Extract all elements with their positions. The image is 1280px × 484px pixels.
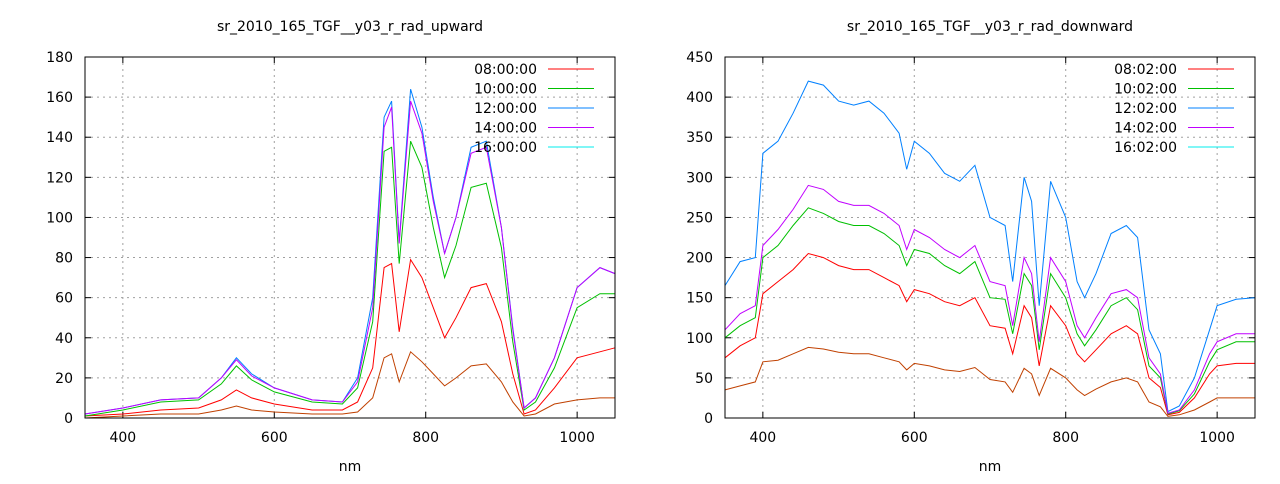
series-line-140200 (724, 184, 1255, 414)
legend-label: 16:00:00 (474, 140, 537, 156)
y-tick-label: 300 (686, 170, 713, 186)
y-tick-label: 200 (686, 251, 713, 267)
legend-label: 12:02:00 (1114, 101, 1177, 117)
x-tick-label: 1000 (1199, 430, 1235, 446)
legend-label: 10:00:00 (474, 82, 537, 98)
x-tick-label: 600 (261, 430, 288, 446)
y-tick-label: 0 (64, 411, 73, 427)
x-tick-label: 600 (901, 430, 928, 446)
y-tick-label: 100 (686, 331, 713, 347)
y-tick-label: 20 (55, 371, 73, 387)
x-tick-label: 800 (412, 430, 439, 446)
y-tick-label: 150 (686, 291, 713, 307)
series-line-140000 (84, 100, 616, 415)
y-tick-label: 350 (686, 130, 713, 146)
y-tick-label: 140 (46, 130, 73, 146)
y-tick-label: 100 (46, 210, 73, 226)
legend-label: 14:00:00 (474, 121, 537, 137)
series-line-100000 (84, 141, 615, 417)
y-tick-label: 40 (55, 331, 73, 347)
x-tick-label: 800 (1052, 430, 1079, 446)
legend-label: 08:02:00 (1114, 62, 1177, 78)
y-tick-label: 250 (686, 210, 713, 226)
y-tick-label: 0 (704, 411, 713, 427)
series-line-080200 (724, 252, 1255, 416)
legend-label: 16:02:00 (1114, 140, 1177, 156)
chart-title: sr_2010_165_TGF__y03_r_rad_upward (217, 19, 483, 35)
plot-border (724, 56, 1256, 419)
upward-radiance-chart: sr_2010_165_TGF__y03_r_rad_upward nm 400… (46, 19, 616, 475)
legend-label: 12:00:00 (474, 101, 537, 117)
x-axis-label: nm (979, 459, 1002, 475)
legend-label: 08:00:00 (474, 62, 537, 78)
series-line-120200 (724, 80, 1256, 413)
series-line-160000 (84, 350, 615, 419)
downward-radiance-chart: sr_2010_165_TGF__y03_r_rad_downward nm 4… (686, 19, 1256, 475)
series-line-120000 (84, 88, 616, 415)
series-line-100200 (724, 207, 1255, 415)
y-tick-label: 400 (686, 90, 713, 106)
y-tick-label: 450 (686, 50, 713, 66)
y-tick-label: 180 (46, 50, 73, 66)
legend-label: 10:02:00 (1114, 82, 1177, 98)
x-tick-label: 400 (109, 430, 136, 446)
y-tick-label: 50 (695, 371, 713, 387)
chart-title: sr_2010_165_TGF__y03_r_rad_downward (847, 19, 1133, 35)
x-tick-label: 400 (749, 430, 776, 446)
x-tick-label: 1000 (559, 430, 595, 446)
series-line-080000 (84, 258, 616, 417)
y-tick-label: 60 (55, 291, 73, 307)
y-tick-label: 120 (46, 170, 73, 186)
y-tick-label: 160 (46, 90, 73, 106)
x-axis-label: nm (339, 459, 362, 475)
series-line-160200 (724, 346, 1255, 417)
y-tick-label: 80 (55, 251, 73, 267)
plot-border (84, 56, 616, 419)
legend-label: 14:02:00 (1114, 121, 1177, 137)
